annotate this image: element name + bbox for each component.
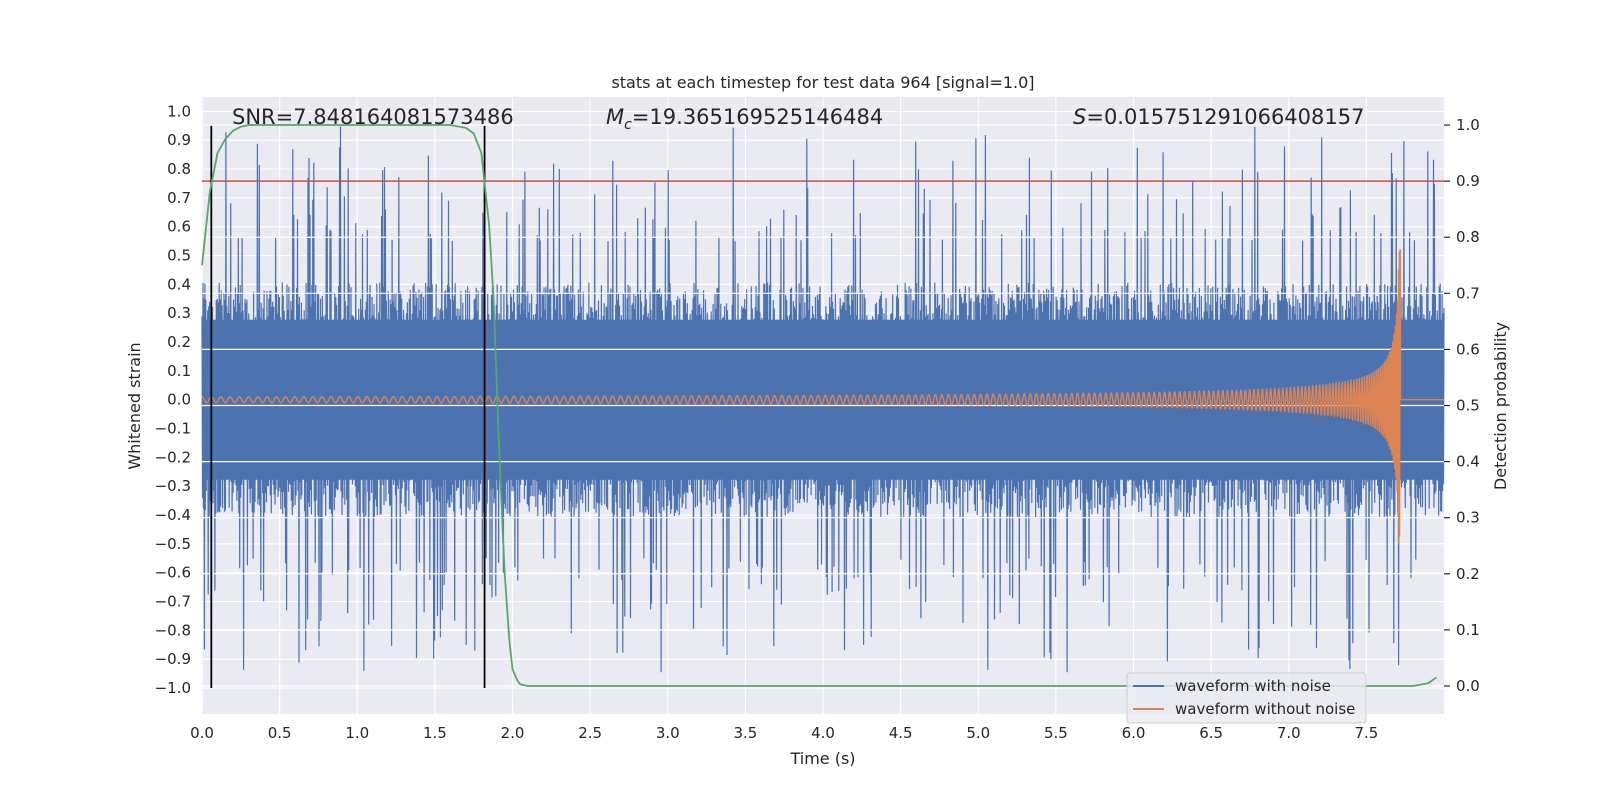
chirp-mass-value: =19.365169525146484 bbox=[632, 105, 883, 129]
x-tick-label: 2.0 bbox=[501, 724, 525, 742]
clean-waveform-trace bbox=[201, 249, 1444, 544]
left-y-tick-label: 0.6 bbox=[167, 218, 191, 236]
x-tick-label: 6.0 bbox=[1122, 724, 1146, 742]
left-y-tick-label: 0.7 bbox=[167, 189, 191, 207]
right-y-axis-label: Detection probability bbox=[1491, 322, 1510, 490]
chirp-mass-subscript: c bbox=[624, 117, 632, 133]
right-y-axis-ticks: 1.0 0.9 0.8 0.7 0.6 0.5 0.4 0.3 0.2 0.1 0.0 bbox=[1444, 116, 1480, 695]
left-y-tick-label: −0.9 bbox=[155, 650, 191, 668]
x-tick-label: 7.0 bbox=[1277, 724, 1301, 742]
right-y-tick-label: 0.5 bbox=[1456, 397, 1480, 415]
series-detection-probability bbox=[201, 124, 1437, 687]
x-tick-label: 1.0 bbox=[345, 724, 369, 742]
right-y-tick-label: 0.7 bbox=[1456, 284, 1480, 302]
left-y-tick-label: 0.1 bbox=[167, 362, 191, 380]
left-y-tick-label: −0.1 bbox=[155, 420, 191, 438]
left-y-tick-label: −0.5 bbox=[155, 535, 191, 553]
left-y-tick-label: −0.8 bbox=[155, 621, 191, 639]
left-y-tick-label: 0.8 bbox=[167, 160, 191, 178]
left-y-tick-label: −0.2 bbox=[155, 448, 191, 466]
left-y-axis-label: Whitened strain bbox=[125, 342, 144, 469]
s-symbol: S bbox=[1073, 105, 1086, 129]
legend-box bbox=[1126, 672, 1367, 724]
left-y-tick-label: −0.6 bbox=[155, 564, 191, 582]
left-y-tick-label: 0.4 bbox=[167, 275, 191, 293]
right-y-tick-label: 0.3 bbox=[1456, 509, 1480, 527]
left-y-tick-label: −0.3 bbox=[155, 477, 191, 495]
right-y-tick-label: 0.8 bbox=[1456, 228, 1480, 246]
left-y-tick-label: 0.3 bbox=[167, 304, 191, 322]
legend[interactable]: waveform with noise waveform without noi… bbox=[1126, 672, 1367, 724]
x-tick-label: 5.5 bbox=[1044, 724, 1068, 742]
right-y-tick-label: 0.4 bbox=[1456, 453, 1480, 471]
chart-title: stats at each timestep for test data 964… bbox=[611, 73, 1034, 92]
x-tick-label: 0.5 bbox=[268, 724, 292, 742]
left-y-tick-label: 0.9 bbox=[167, 131, 191, 149]
left-y-tick-label: −0.4 bbox=[155, 506, 191, 524]
left-y-tick-label: −1.0 bbox=[155, 679, 191, 697]
left-y-tick-label: 0.5 bbox=[167, 247, 191, 265]
legend-label-waveform-with-noise: waveform with noise bbox=[1175, 677, 1331, 695]
x-tick-label: 5.0 bbox=[966, 724, 990, 742]
chirp-mass-symbol: M bbox=[606, 105, 624, 129]
right-y-tick-label: 0.9 bbox=[1456, 172, 1480, 190]
snr-annotation: SNR=7.848164081573486 bbox=[232, 105, 514, 129]
left-y-axis-ticks: 1.0 0.9 0.8 0.7 0.6 0.5 0.4 0.3 0.2 0.1 0.0 −0.1 −0.… bbox=[155, 102, 191, 697]
right-y-tick-label: 0.1 bbox=[1456, 621, 1480, 639]
right-y-tick-label: 0.6 bbox=[1456, 340, 1480, 358]
x-tick-label: 4.5 bbox=[889, 724, 913, 742]
right-y-tick-label: 0.0 bbox=[1456, 677, 1480, 695]
x-axis-label: Time (s) bbox=[789, 749, 855, 768]
x-tick-label: 1.5 bbox=[423, 724, 447, 742]
detection-probability-trace bbox=[201, 124, 1437, 687]
vertical-markers bbox=[210, 125, 486, 689]
x-axis-ticks: 0.0 0.5 1.0 1.5 2.0 2.5 3.0 3.5 4.0 4.5 5.0 5.5 6.0 6… bbox=[190, 724, 1378, 742]
s-value: =0.015751291066408157 bbox=[1086, 105, 1364, 129]
left-y-tick-label: 0.2 bbox=[167, 333, 191, 351]
s-annotation: S=0.015751291066408157 bbox=[1073, 105, 1364, 129]
legend-label-waveform-without-noise: waveform without noise bbox=[1175, 700, 1355, 718]
x-tick-label: 3.5 bbox=[733, 724, 757, 742]
left-y-tick-label: 1.0 bbox=[167, 102, 191, 120]
series-waveform-without-noise bbox=[201, 249, 1444, 544]
x-tick-label: 3.0 bbox=[656, 724, 680, 742]
x-tick-label: 2.5 bbox=[578, 724, 602, 742]
chirp-mass-annotation: Mc=19.365169525146484 bbox=[606, 105, 883, 133]
x-tick-label: 4.0 bbox=[811, 724, 835, 742]
right-y-tick-label: 0.2 bbox=[1456, 565, 1480, 583]
right-y-tick-label: 1.0 bbox=[1456, 116, 1480, 134]
x-tick-label: 7.5 bbox=[1354, 724, 1378, 742]
left-y-tick-label: −0.7 bbox=[155, 593, 191, 611]
x-tick-label: 0.0 bbox=[190, 724, 214, 742]
left-y-tick-label: 0.0 bbox=[167, 391, 191, 409]
x-tick-label: 6.5 bbox=[1199, 724, 1223, 742]
